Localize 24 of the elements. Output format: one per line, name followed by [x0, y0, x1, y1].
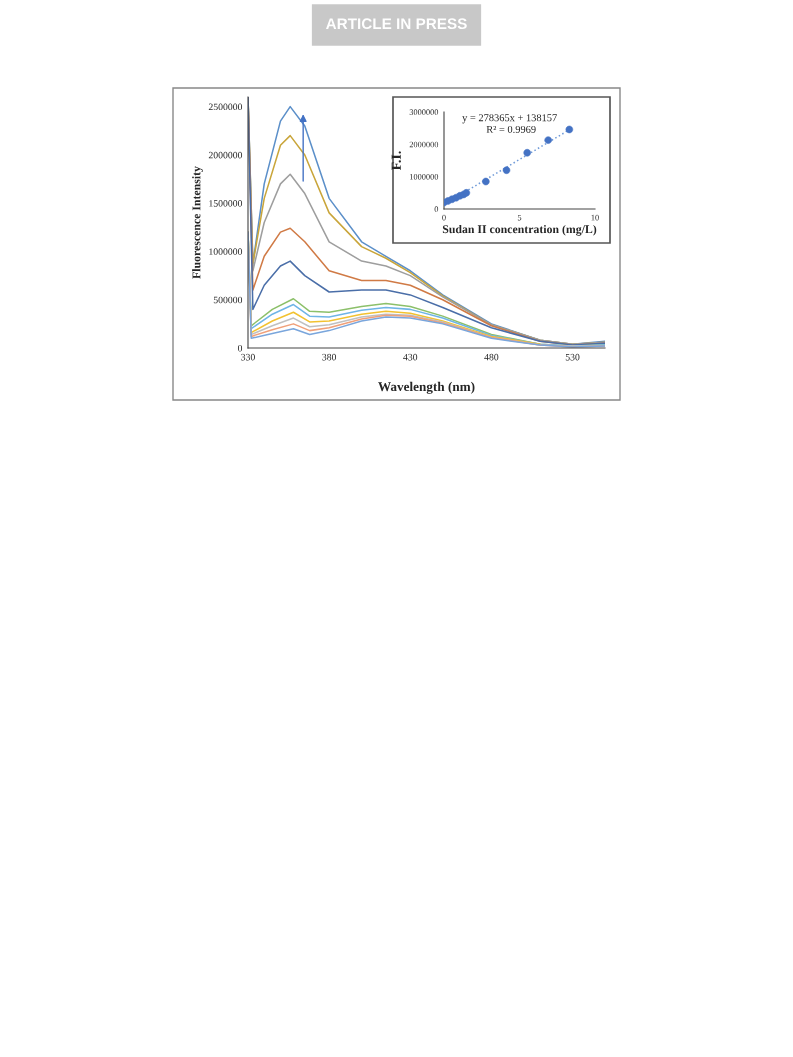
- x-tick-label: 10: [591, 214, 599, 221]
- x-tick-label: 380: [322, 353, 337, 361]
- x-tick-label: 0: [442, 214, 446, 221]
- y-tick-label: 2000000: [208, 151, 243, 159]
- y-tick-label: 1000000: [209, 248, 243, 255]
- y-axis-title: Fluorescence Intensity: [192, 166, 203, 279]
- y-tick-label: 0: [237, 344, 243, 352]
- y-axis-title: F.I.: [391, 151, 401, 171]
- x-tick-label: 430: [403, 353, 418, 361]
- annotation: R² = 0.9969: [486, 125, 536, 133]
- y-tick-label: 1500000: [209, 200, 243, 207]
- x-axis-title: Sudan II concentration (mg/L): [442, 224, 597, 236]
- y-tick-label: 2000000: [409, 141, 439, 148]
- x-axis-title: Wavelength (nm): [378, 381, 475, 394]
- y-tick-label: 0: [434, 206, 439, 212]
- y-tick-label: 3000000: [409, 109, 439, 115]
- x-tick-label: 480: [484, 353, 499, 361]
- x-tick-label: 5: [517, 214, 522, 221]
- y-tick-label: 2500000: [208, 103, 243, 111]
- x-tick-label: 330: [241, 353, 255, 361]
- annotation: y = 278365x + 138157: [462, 114, 557, 124]
- y-tick-label: 1000000: [410, 174, 439, 180]
- y-tick-label: 500000: [213, 296, 243, 304]
- x-tick-label: 530: [565, 353, 580, 361]
